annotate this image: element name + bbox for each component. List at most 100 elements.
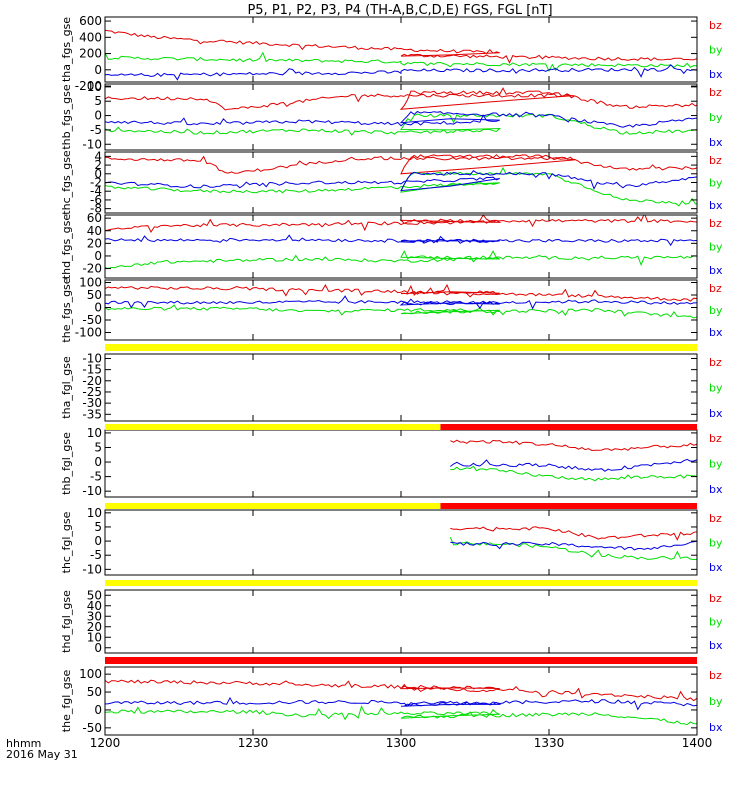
legend-bz: bz: [709, 669, 722, 682]
y-tick-label: 4: [94, 149, 102, 163]
legend-bx: bx: [709, 639, 723, 652]
legend-bz: bz: [709, 592, 722, 605]
series-line-by: [449, 536, 697, 560]
y-tick-label: 0: [94, 455, 102, 469]
y-tick-label: 10: [87, 426, 102, 440]
panel-frame: [104, 589, 698, 654]
y-tick-label: -10: [82, 484, 102, 498]
chart-title: P5, P1, P2, P3, P4 (TH-A,B,C,D,E) FGS, F…: [247, 3, 552, 18]
legend-by: by: [709, 304, 723, 317]
y-tick-label: -4: [90, 184, 102, 198]
series-line-by: [105, 250, 697, 270]
legend-bz: bz: [709, 356, 722, 369]
panel-frame: [104, 353, 698, 422]
series-line-bz: [450, 526, 697, 542]
y-tick-label: -10: [82, 351, 102, 365]
y-tick-label: 10: [87, 506, 102, 520]
y-tick-label: -35: [82, 407, 102, 421]
series-line-by: [450, 465, 697, 482]
y-tick-label: -30: [82, 396, 102, 410]
legend-bx: bx: [709, 68, 723, 81]
y-axis-label: thd_fgl_gse: [60, 590, 73, 653]
y-tick-label: -5: [90, 123, 102, 137]
y-tick-label: 5: [94, 94, 102, 108]
y-axis-label: the_fgl_gse: [60, 670, 73, 733]
y-tick-label: 30: [87, 609, 102, 623]
y-tick-label: -50: [82, 313, 102, 327]
y-tick-label: 100: [79, 667, 102, 681]
y-tick-label: -100: [75, 326, 102, 340]
y-tick-label: -20: [82, 374, 102, 388]
legend-bx: bx: [709, 561, 723, 574]
x-tick-label: 1200: [90, 736, 121, 750]
date-label: 2016 May 31: [6, 748, 78, 761]
series-line-bx: [105, 295, 697, 310]
legend-bz: bz: [709, 512, 722, 525]
y-tick-label: 0: [94, 63, 102, 77]
y-tick-label: 0: [94, 109, 102, 123]
legend-bz: bz: [709, 432, 722, 445]
legend-bz: bz: [709, 217, 722, 230]
legend-by: by: [709, 177, 723, 190]
y-tick-label: -8: [90, 202, 102, 216]
legend-by: by: [709, 537, 723, 550]
y-tick-label: 0: [94, 301, 102, 315]
series-line-bx: [105, 64, 697, 81]
panel-tha_fgl_gse: -10-15-20-25-30-35 tha_fgl_gse bz by bx: [60, 351, 723, 422]
status-bar-yellow: [105, 580, 697, 586]
panel-frame: [104, 429, 698, 498]
series-line-bz: [105, 283, 697, 304]
status-bar-red: [105, 657, 697, 664]
panel-thc_fgs_gse: 420-2-4-6-8 thc_fgs_gse bz by bx: [60, 149, 723, 216]
panel-the_fgl_gse: 100 50 0 -50 the_fgl_gse bz by bx: [60, 666, 723, 736]
status-bar-yellow: [105, 344, 697, 351]
y-tick-label: 40: [87, 224, 102, 238]
y-tick-label: 5: [94, 520, 102, 534]
panel-frame: [104, 666, 698, 736]
panel-frame: [104, 509, 698, 576]
y-tick-label: 0: [94, 249, 102, 263]
y-tick-label: 20: [87, 236, 102, 250]
y-tick-label: 100: [79, 276, 102, 290]
series-line-bx: [449, 458, 697, 472]
legend-bx: bx: [709, 407, 723, 420]
series-line-bx: [105, 170, 697, 192]
status-bar-yellow: [105, 503, 441, 509]
series-line-by: [105, 304, 697, 319]
x-tick-label: 1300: [386, 736, 417, 750]
y-tick-label: -10: [82, 562, 102, 576]
y-tick-label: -20: [82, 262, 102, 276]
y-axis-label: thb_fgs_gse: [60, 84, 73, 150]
series-line-bz: [105, 215, 697, 234]
legend-bx: bx: [709, 721, 723, 734]
y-tick-label: 0: [94, 703, 102, 717]
y-tick-label: -6: [90, 193, 102, 207]
x-tick-label: 1230: [238, 736, 269, 750]
series-line-by: [105, 51, 697, 73]
time-format-label: hhmm: [6, 737, 41, 750]
status-bar-red: [440, 424, 697, 430]
series-line-bx: [105, 234, 697, 247]
y-tick-label: -10: [82, 137, 102, 151]
status-bar-yellow: [105, 424, 441, 430]
series-line-bz: [105, 87, 697, 111]
y-axis-label: thc_fgs_gse: [60, 150, 73, 215]
legend-by: by: [709, 111, 723, 124]
y-axis-label: thc_fgl_gse: [60, 511, 73, 573]
series-line-bz: [450, 439, 697, 454]
y-tick-label: -5: [90, 548, 102, 562]
y-tick-label: 200: [79, 47, 102, 61]
y-tick-label: 50: [87, 288, 102, 302]
y-axis-label: tha_fgs_gse: [60, 17, 73, 82]
y-axis-label: the_fgs_gse: [60, 277, 73, 342]
legend-by: by: [709, 695, 723, 708]
legend-by: by: [709, 458, 723, 471]
legend-bz: bz: [709, 86, 722, 99]
